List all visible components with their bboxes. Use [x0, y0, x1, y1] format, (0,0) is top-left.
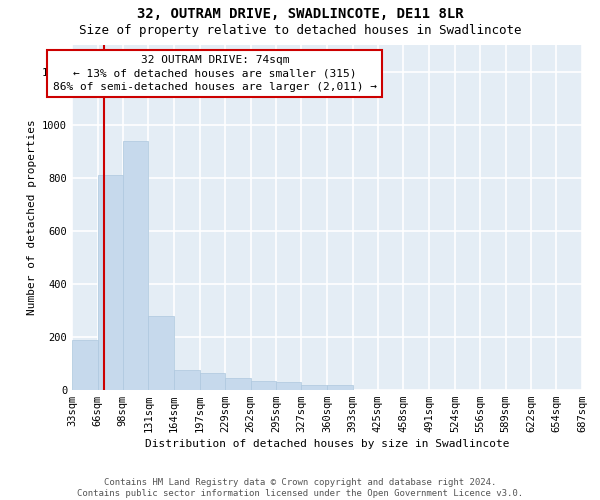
Bar — [301, 384, 327, 390]
Bar — [225, 378, 251, 390]
Text: 32, OUTRAM DRIVE, SWADLINCOTE, DE11 8LR: 32, OUTRAM DRIVE, SWADLINCOTE, DE11 8LR — [137, 8, 463, 22]
Bar — [98, 175, 122, 390]
Bar — [251, 380, 277, 390]
Y-axis label: Number of detached properties: Number of detached properties — [26, 120, 37, 316]
X-axis label: Distribution of detached houses by size in Swadlincote: Distribution of detached houses by size … — [145, 440, 509, 450]
Text: Contains HM Land Registry data © Crown copyright and database right 2024.
Contai: Contains HM Land Registry data © Crown c… — [77, 478, 523, 498]
Bar — [122, 140, 148, 390]
Text: Size of property relative to detached houses in Swadlincote: Size of property relative to detached ho… — [79, 24, 521, 37]
Bar — [327, 384, 353, 390]
Text: 32 OUTRAM DRIVE: 74sqm
← 13% of detached houses are smaller (315)
86% of semi-de: 32 OUTRAM DRIVE: 74sqm ← 13% of detached… — [53, 56, 377, 92]
Bar — [200, 373, 225, 390]
Bar — [72, 340, 98, 390]
Bar — [148, 316, 174, 390]
Bar — [174, 370, 200, 390]
Bar — [277, 382, 301, 390]
